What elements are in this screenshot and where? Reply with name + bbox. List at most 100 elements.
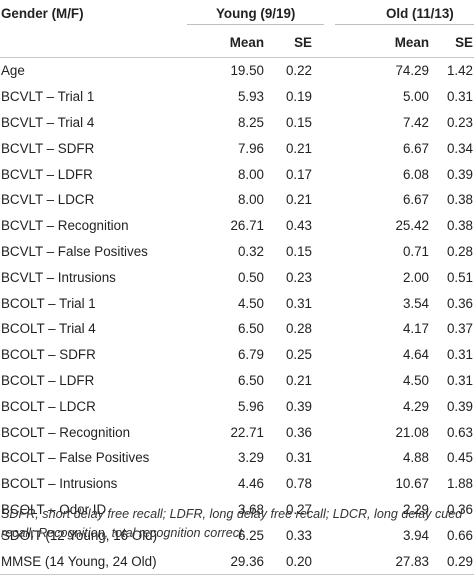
old-group-rule	[335, 24, 474, 25]
old-mean-cell: 2.00	[402, 269, 429, 285]
row-label: BCVLT – Intrusions	[1, 269, 116, 285]
young-mean-cell: 0.50	[237, 269, 264, 285]
old-se-cell: 0.29	[446, 553, 473, 569]
row-label: BCOLT – Odor ID	[1, 501, 107, 517]
young-se-cell: 0.23	[285, 269, 312, 285]
young-se-cell: 0.31	[285, 450, 312, 466]
table-row: SDOIT (12 Young, 16 Old) 6.25 0.33 3.94 0.66	[0, 522, 474, 548]
young-mean-cell: 19.50	[230, 63, 264, 79]
row-label: MMSE (14 Young, 24 Old)	[1, 553, 157, 569]
old-se-cell: 0.36	[446, 501, 473, 517]
old-mean-cell: 5.00	[402, 89, 429, 105]
young-mean-cell: 6.25	[237, 527, 264, 543]
header-row-columns: Mean SE Mean SE	[0, 27, 474, 57]
old-se-cell: 0.31	[446, 347, 473, 363]
young-se-cell: 0.15	[285, 114, 312, 130]
old-se-cell: 1.88	[446, 476, 473, 492]
row-label: BCVLT – Trial 1	[1, 89, 95, 105]
row-label: SDOIT (12 Young, 16 Old)	[1, 527, 158, 543]
table-row: BCVLT – Recognition 26.71 0.43 25.42 0.38	[0, 213, 474, 239]
row-label: BCOLT – LDCR	[1, 398, 96, 414]
old-mean-cell: 6.67	[402, 192, 429, 208]
young-mean-cell: 29.36	[230, 553, 264, 569]
row-label: BCOLT – Intrusions	[1, 476, 118, 492]
old-mean-cell: 3.94	[402, 527, 429, 543]
young-se-cell: 0.19	[285, 89, 312, 105]
old-se-cell: 0.39	[446, 398, 473, 414]
young-se-cell: 0.31	[285, 295, 312, 311]
old-se-cell: 0.63	[446, 424, 473, 440]
young-se-cell: 0.28	[285, 321, 312, 337]
table-row: BCVLT – Intrusions 0.50 0.23 2.00 0.51	[0, 264, 474, 290]
row-label: BCOLT – Trial 4	[1, 321, 96, 337]
young-mean-cell: 5.93	[237, 89, 264, 105]
table-row: BCOLT – Trial 4 6.50 0.28 4.17 0.37	[0, 316, 474, 342]
old-mean-cell: 10.67	[395, 476, 429, 492]
table-footnote: SDFR, short delay free recall; LDFR, lon…	[1, 507, 463, 540]
old-mean-cell: 7.42	[402, 114, 429, 130]
table-body: Age 19.50 0.22 74.29 1.42 BCVLT – Trial 1 5.93…	[0, 58, 474, 574]
old-se-cell: 0.38	[446, 192, 473, 208]
old-mean-cell: 4.17	[402, 321, 429, 337]
young-mean-cell: 3.29	[237, 450, 264, 466]
old-mean-cell: 27.83	[395, 553, 429, 569]
young-se-cell: 0.36	[285, 424, 312, 440]
row-label: BCOLT – SDFR	[1, 347, 96, 363]
young-mean-cell: 8.00	[237, 192, 264, 208]
table-row: BCOLT – LDFR 6.50 0.21 4.50 0.31	[0, 368, 474, 394]
young-mean-cell: 6.50	[237, 372, 264, 388]
row-label: BCOLT – LDFR	[1, 372, 95, 388]
young-se-header: SE	[294, 34, 312, 50]
old-se-cell: 0.39	[446, 166, 473, 182]
young-mean-header: Mean	[229, 34, 264, 50]
old-mean-cell: 6.08	[402, 166, 429, 182]
row-label: BCVLT – Trial 4	[1, 114, 95, 130]
old-mean-cell: 21.08	[395, 424, 429, 440]
row-label: BCVLT – SDFR	[1, 140, 95, 156]
old-se-cell: 0.31	[446, 372, 473, 388]
young-se-cell: 0.20	[285, 553, 312, 569]
young-se-cell: 0.21	[285, 192, 312, 208]
old-mean-cell: 4.29	[402, 398, 429, 414]
young-mean-cell: 6.50	[237, 321, 264, 337]
young-se-cell: 0.43	[285, 218, 312, 234]
young-se-cell: 0.17	[285, 166, 312, 182]
table-row: BCVLT – SDFR 7.96 0.21 6.67 0.34	[0, 135, 474, 161]
old-mean-cell: 25.42	[395, 218, 429, 234]
young-group-rule	[187, 24, 324, 25]
old-mean-cell: 2.29	[402, 501, 429, 517]
table-row: BCVLT – LDCR 8.00 0.21 6.67 0.38	[0, 187, 474, 213]
gender-header: Gender (M/F)	[1, 6, 84, 21]
old-mean-cell: 4.64	[402, 347, 429, 363]
old-se-cell: 0.34	[446, 140, 473, 156]
row-label: BCVLT – LDFR	[1, 166, 93, 182]
old-se-cell: 0.45	[446, 450, 473, 466]
table-row: BCOLT – Odor ID 3.68 0.27 2.29 0.36	[0, 497, 474, 523]
young-mean-cell: 6.79	[237, 347, 264, 363]
young-mean-cell: 8.00	[237, 166, 264, 182]
old-se-cell: 0.38	[446, 218, 473, 234]
table-row: BCVLT – Trial 1 5.93 0.19 5.00 0.31	[0, 84, 474, 110]
old-se-header: SE	[455, 34, 473, 50]
row-label: BCVLT – LDCR	[1, 192, 95, 208]
young-mean-cell: 3.68	[237, 501, 264, 517]
row-label: BCVLT – Recognition	[1, 218, 129, 234]
table-row: BCVLT – Trial 4 8.25 0.15 7.42 0.23	[0, 110, 474, 136]
table-row: Age 19.50 0.22 74.29 1.42	[0, 58, 474, 84]
old-mean-cell: 3.54	[402, 295, 429, 311]
table-row: BCVLT – False Positives 0.32 0.15 0.71 0.28	[0, 239, 474, 265]
young-mean-cell: 7.96	[237, 140, 264, 156]
young-se-cell: 0.15	[285, 243, 312, 259]
row-label: Age	[1, 63, 25, 79]
header-row-groups: Gender (M/F) Young (9/19) Old (11/13)	[0, 0, 474, 27]
young-mean-cell: 5.96	[237, 398, 264, 414]
old-se-cell: 1.42	[446, 63, 473, 79]
old-mean-cell: 4.88	[402, 450, 429, 466]
old-se-cell: 0.66	[446, 527, 473, 543]
young-group-header: Young (9/19)	[216, 6, 296, 21]
young-mean-cell: 4.50	[237, 295, 264, 311]
old-group-header: Old (11/13)	[386, 6, 454, 21]
young-se-cell: 0.21	[285, 140, 312, 156]
young-mean-cell: 4.46	[237, 476, 264, 492]
